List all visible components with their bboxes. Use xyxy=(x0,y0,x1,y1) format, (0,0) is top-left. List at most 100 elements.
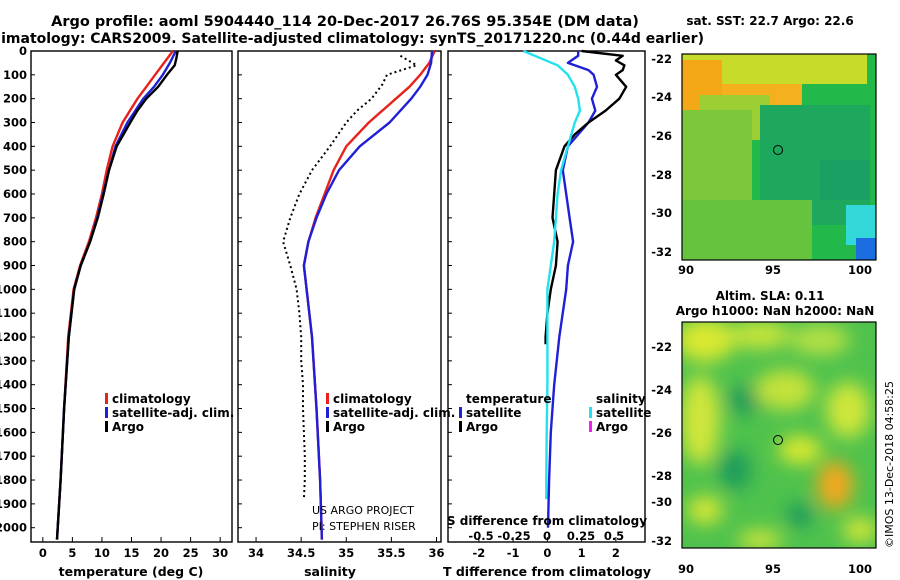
depth-tick-label: 600 xyxy=(3,187,27,201)
map-x-tick: 100 xyxy=(848,562,872,576)
s-tick-label: 0.5 xyxy=(604,529,624,543)
sla-anomaly xyxy=(687,496,723,524)
sla-anomaly xyxy=(719,450,751,490)
salinity-plot-frame xyxy=(237,50,442,543)
legend-swatch-climatology xyxy=(105,393,108,404)
depth-tick-label: 500 xyxy=(3,163,27,177)
salinity-series xyxy=(282,50,436,540)
map-x-tick: 90 xyxy=(678,562,694,576)
sst-mid-patch xyxy=(682,110,752,200)
temperature-series xyxy=(55,50,179,540)
legend-label: satellite xyxy=(466,406,521,420)
legend-swatch-satellite xyxy=(326,407,329,418)
series-line-t-satellite xyxy=(546,51,599,528)
x-tick-label: 34 xyxy=(248,546,264,560)
temperature-legend: climatology satellite-adj. clim. Argo xyxy=(105,392,234,434)
legend-swatch-satellite xyxy=(105,407,108,418)
map-x-tick: 95 xyxy=(765,263,781,277)
sst-cool-patch xyxy=(820,160,870,200)
salinity-legend: climatology satellite-adj. clim. Argo xyxy=(326,392,455,434)
map-y-tick: -26 xyxy=(651,426,672,440)
s-tick-label: -0.5 xyxy=(468,529,493,543)
depth-tick-label: 2000 xyxy=(0,521,27,535)
sla-anomaly xyxy=(682,322,735,362)
salinity-x-ticks: 34 34.5 35 35.5 36 xyxy=(248,537,444,560)
legend-swatch-climatology xyxy=(326,393,329,404)
x-tick-label: 25 xyxy=(183,546,199,560)
salinity-x-label: salinity xyxy=(304,564,356,579)
s-tick-label: 0 xyxy=(543,529,551,543)
map-y-tick: -28 xyxy=(651,469,672,483)
depth-tick-label: 100 xyxy=(3,68,27,82)
depth-tick-label: 200 xyxy=(3,92,27,106)
depth-tick-label: 1100 xyxy=(0,306,27,320)
sla-map xyxy=(681,321,877,549)
map-y-tick: -28 xyxy=(651,168,672,182)
credit-line-1: US ARGO PROJECT xyxy=(312,504,414,517)
legend-swatch-s-argo xyxy=(589,421,592,432)
map-y-tick: -32 xyxy=(651,245,672,259)
sla-anomaly xyxy=(786,503,814,527)
map-y-tick: -22 xyxy=(651,52,672,66)
legend-swatch-argo xyxy=(105,421,108,432)
x-tick-label: 2 xyxy=(612,546,620,560)
temperature-x-ticks: 0 5 10 15 20 25 30 xyxy=(39,537,228,560)
depth-tick-label: 1900 xyxy=(0,497,27,511)
credit-line-2: PI: STEPHEN RISER xyxy=(312,520,416,533)
difference-series xyxy=(522,49,628,528)
x-tick-label: 35 xyxy=(338,546,354,560)
sst-map xyxy=(681,53,877,261)
map-y-tick: -32 xyxy=(651,534,672,548)
x-tick-label: 10 xyxy=(94,546,110,560)
sla-anomaly xyxy=(842,518,876,542)
sst-map-field xyxy=(682,54,876,260)
x-tick-label: 0 xyxy=(39,546,47,560)
depth-tick-label: 0 xyxy=(19,44,27,58)
depth-tick-label: 300 xyxy=(3,116,27,130)
x-tick-label: 30 xyxy=(212,546,228,560)
map-x-tick: 95 xyxy=(765,562,781,576)
map-y-tick: -26 xyxy=(651,129,672,143)
x-tick-label: 35.5 xyxy=(377,546,405,560)
depth-axis: 0 100 200 300 400 500 600 700 800 900 1000 1100 1200… xyxy=(0,44,452,535)
depth-tick-label: 1200 xyxy=(0,330,27,344)
s-difference-ticks: -0.5 -0.25 0 0.25 0.5 xyxy=(468,529,624,543)
legend-label: climatology xyxy=(333,392,412,406)
sla-anomaly xyxy=(778,436,822,464)
sla-map-frame xyxy=(681,321,877,549)
difference-plot-frame xyxy=(447,50,646,543)
sla-anomaly xyxy=(817,461,853,509)
sst-map-title: sat. SST: 22.7 Argo: 22.6 xyxy=(686,14,853,28)
s-tick-label: -0.25 xyxy=(497,529,530,543)
depth-tick-label: 1600 xyxy=(0,425,27,439)
sst-map-frame xyxy=(681,53,877,261)
map-y-tick: -30 xyxy=(651,495,672,509)
map-y-tick: -22 xyxy=(651,340,672,354)
series-line-satellite-adj-clim- xyxy=(302,50,434,540)
x-tick-label: -1 xyxy=(507,546,520,560)
argo-position-marker xyxy=(773,145,783,155)
x-tick-label: 0 xyxy=(543,546,551,560)
depth-tick-label: 1300 xyxy=(0,354,27,368)
legend-label: Argo xyxy=(112,420,144,434)
legend-label: climatology xyxy=(112,392,191,406)
header-line-2: Climatology: CARS2009. Satellite-adjuste… xyxy=(0,31,704,47)
sst-cold-patch xyxy=(856,238,876,260)
legend-label: satellite-adj. clim. xyxy=(112,406,234,420)
argo-position-marker xyxy=(773,435,783,445)
depth-tick-label: 1400 xyxy=(0,378,27,392)
depth-tick-label: 1700 xyxy=(0,449,27,463)
legend-label: satellite-adj. clim. xyxy=(333,406,455,420)
sla-anomaly xyxy=(790,325,850,355)
legend-label: Argo xyxy=(596,420,628,434)
legend-label: Argo xyxy=(333,420,365,434)
sla-map-field xyxy=(682,322,876,548)
difference-x-label: T difference from climatology xyxy=(443,564,651,579)
map-x-tick: 100 xyxy=(848,263,872,277)
x-tick-label: 5 xyxy=(68,546,76,560)
x-tick-label: 36 xyxy=(428,546,444,560)
sla-anomaly xyxy=(738,530,782,548)
series-line-t-argo xyxy=(544,49,628,345)
depth-tick-label: 800 xyxy=(3,235,27,249)
